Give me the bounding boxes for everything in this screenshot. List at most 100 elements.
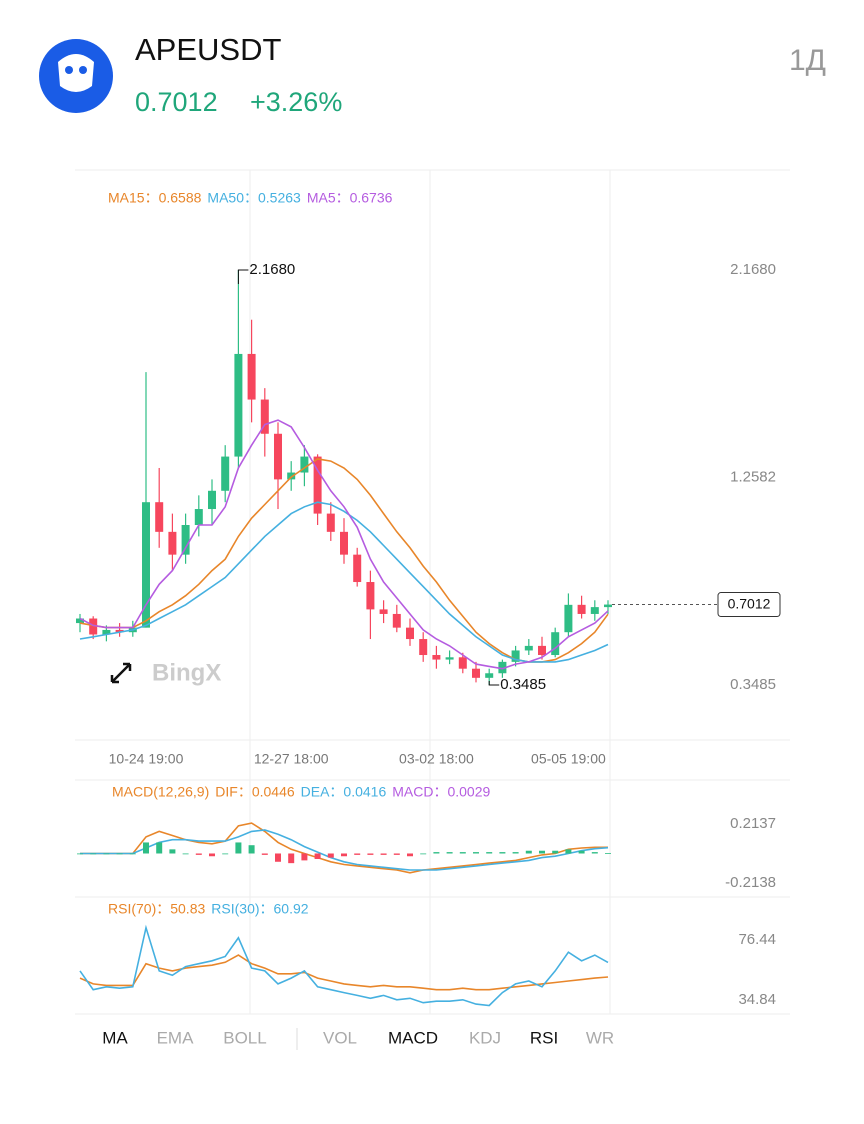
annotation-label: 2.1680 <box>249 261 295 278</box>
indicator-tab[interactable]: MA <box>102 1028 128 1047</box>
logo-eye <box>65 66 73 74</box>
macd-bar <box>459 852 466 854</box>
y-tick-label: -0.2138 <box>725 874 776 891</box>
candle-body <box>538 645 546 656</box>
legend-entry: MACD：0.0029 <box>392 784 490 800</box>
macd-bar <box>420 853 427 855</box>
candle-body <box>300 456 309 473</box>
candle-body <box>287 472 296 480</box>
candle-body <box>379 609 388 614</box>
indicator-tab[interactable]: BOLL <box>223 1028 266 1047</box>
indicator-tab[interactable]: VOL <box>323 1028 357 1047</box>
indicator-tab[interactable]: EMA <box>157 1028 195 1047</box>
candle-body <box>406 627 414 640</box>
macd-bar <box>156 842 163 854</box>
macd-bar <box>222 853 229 855</box>
x-tick-label: 10-24 19:00 <box>109 751 184 767</box>
candle-body <box>208 490 216 510</box>
indicator-tab[interactable]: RSI <box>530 1028 558 1047</box>
change: +3.26% <box>250 87 342 117</box>
macd-bar <box>565 849 572 854</box>
macd-bar <box>182 853 189 855</box>
macd-bar <box>446 852 453 854</box>
legend-entry: MA15：0.6588 <box>108 190 202 206</box>
series-line <box>79 954 609 991</box>
macd-bar <box>129 853 136 855</box>
macd-bar <box>261 853 268 855</box>
macd-bar <box>539 850 545 854</box>
y-tick-label: 76.44 <box>738 931 776 948</box>
candle-body <box>419 639 428 656</box>
candle-body <box>247 353 256 400</box>
macd-bar <box>393 853 400 855</box>
candle-body <box>221 456 230 491</box>
macd-bar <box>552 850 559 854</box>
macd-bar <box>591 852 598 854</box>
watermark: BingX <box>152 659 221 686</box>
candle-body <box>115 629 124 633</box>
candle-body <box>485 673 494 678</box>
macd-bar <box>578 850 585 854</box>
x-tick-label: 05-05 19:00 <box>531 751 606 767</box>
logo-eye <box>79 66 87 74</box>
candle-body <box>313 456 322 514</box>
candle-body <box>326 513 335 532</box>
legend-entry: MA5：0.6736 <box>307 190 393 206</box>
candle-body <box>340 531 348 555</box>
macd-bar <box>248 845 255 854</box>
annotation-label: 0.3485 <box>500 676 546 693</box>
candle-body <box>472 668 480 678</box>
symbol: APEUSDT <box>135 32 281 67</box>
macd-bar <box>380 853 387 855</box>
y-tick-label: 1.2582 <box>730 468 776 485</box>
candle-body <box>498 661 507 674</box>
legend-entry: MACD(12,26,9) <box>112 784 209 800</box>
candle-body <box>577 604 586 614</box>
macd-bar <box>367 853 374 855</box>
candle-body <box>194 509 203 526</box>
macd-bar <box>605 853 611 854</box>
series-line <box>79 419 609 670</box>
expand-icon[interactable] <box>110 662 132 684</box>
timeframe[interactable]: 1Д <box>789 44 826 77</box>
series-line <box>80 822 608 874</box>
candle-body <box>260 399 269 434</box>
candle-body <box>168 531 177 555</box>
y-tick-label: 0.2137 <box>730 815 776 832</box>
legend-entry: RSI(30)：60.92 <box>211 901 308 917</box>
candle-body <box>76 618 84 624</box>
candle-body <box>102 629 111 635</box>
candle-body <box>274 433 282 480</box>
macd-bar <box>288 853 295 864</box>
macd-bar <box>525 850 532 854</box>
candle-body <box>89 618 98 635</box>
macd-bar <box>209 853 215 857</box>
macd-bar <box>301 853 308 861</box>
candle-body <box>590 607 599 614</box>
indicator-tab[interactable]: KDJ <box>469 1028 501 1047</box>
macd-bar <box>116 853 123 855</box>
macd-bar <box>235 842 242 854</box>
last-price-box <box>717 592 781 618</box>
candle-body <box>366 582 375 610</box>
macd-bar <box>103 853 110 855</box>
last-price-label: 0.7012 <box>728 595 771 611</box>
annotation-leader <box>237 269 249 284</box>
indicator-tab[interactable]: MACD <box>388 1028 438 1047</box>
macd-bar <box>407 853 413 857</box>
macd-bar <box>327 853 334 858</box>
series-line <box>79 501 609 663</box>
macd-bar <box>169 849 176 854</box>
indicator-tab[interactable]: WR <box>586 1028 614 1047</box>
macd-bar <box>473 852 479 854</box>
logo-ape <box>58 54 94 92</box>
candle-body <box>353 554 362 583</box>
macd-bar <box>90 853 97 855</box>
candle-body <box>458 657 467 669</box>
macd-bar <box>433 852 440 854</box>
candle-body <box>392 613 401 628</box>
legend-entry: RSI(70)：50.83 <box>108 901 205 917</box>
series-line <box>79 924 609 1007</box>
